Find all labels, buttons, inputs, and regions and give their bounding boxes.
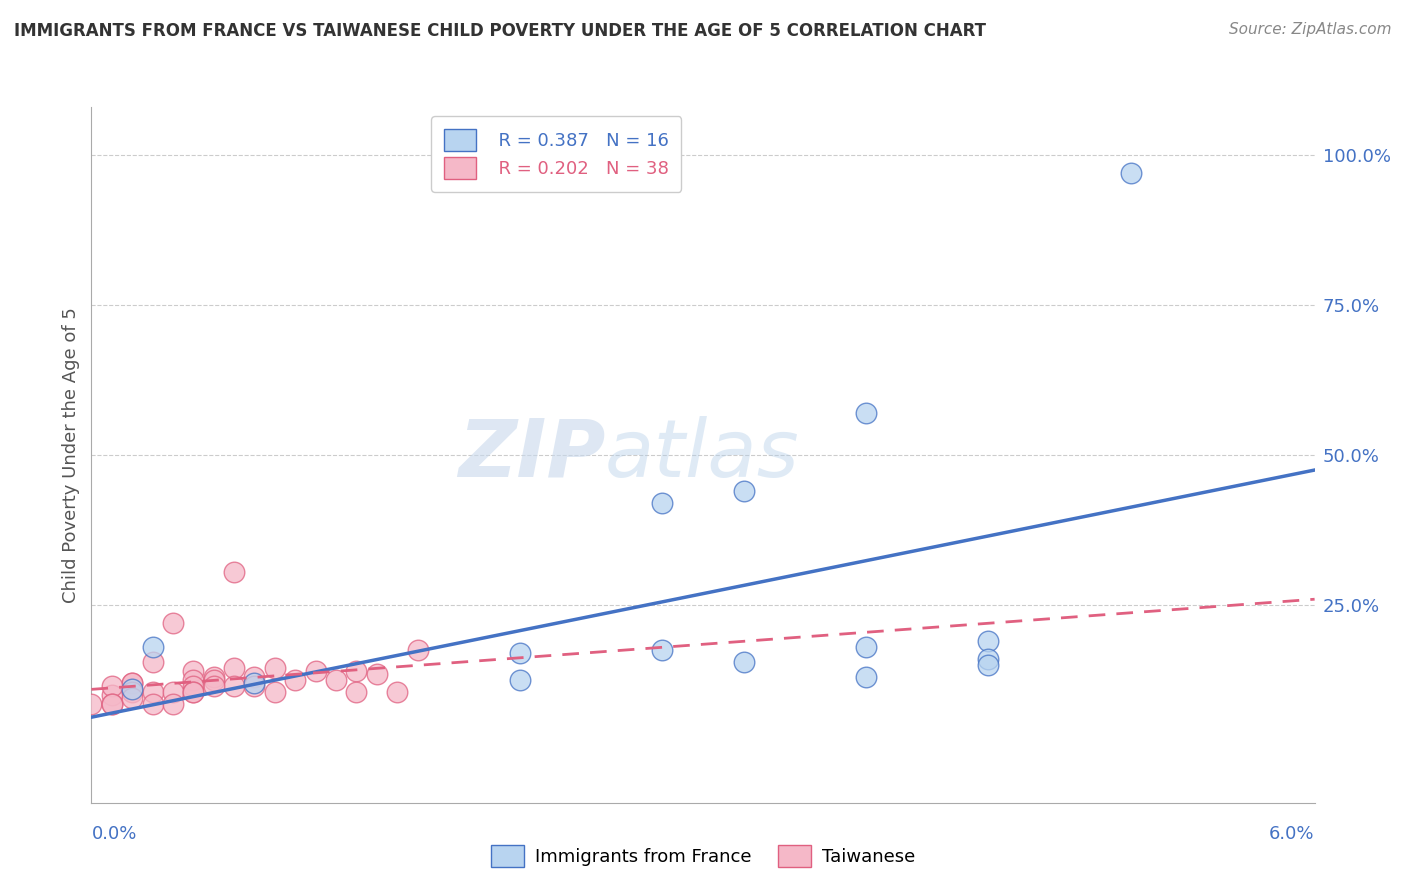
Point <box>80 697 103 711</box>
Point <box>406 643 429 657</box>
Text: ZIP: ZIP <box>458 416 605 494</box>
Point <box>121 690 143 705</box>
Point <box>162 697 184 711</box>
Point <box>101 679 124 693</box>
Point <box>224 661 246 675</box>
Point <box>202 670 225 684</box>
Point <box>346 685 368 699</box>
Point <box>651 496 673 510</box>
Point <box>183 673 205 687</box>
Point <box>101 688 124 702</box>
Point <box>243 679 266 693</box>
Point <box>101 697 124 711</box>
Point <box>243 670 266 684</box>
Point <box>855 640 877 654</box>
Text: atlas: atlas <box>605 416 800 494</box>
Point <box>224 679 246 693</box>
Point <box>977 657 1000 672</box>
Point <box>121 676 143 690</box>
Point <box>183 664 205 678</box>
Point <box>855 406 877 420</box>
Point <box>284 673 307 687</box>
Point <box>202 673 225 687</box>
Point <box>121 685 143 699</box>
Legend: Immigrants from France, Taiwanese: Immigrants from France, Taiwanese <box>484 838 922 874</box>
Point <box>141 655 165 669</box>
Point <box>141 685 165 699</box>
Point <box>121 681 143 696</box>
Point <box>224 565 246 579</box>
Point <box>264 685 287 699</box>
Point <box>305 664 328 678</box>
Point <box>733 655 755 669</box>
Point <box>366 666 388 681</box>
Point <box>855 670 877 684</box>
Point <box>651 643 673 657</box>
Text: IMMIGRANTS FROM FRANCE VS TAIWANESE CHILD POVERTY UNDER THE AGE OF 5 CORRELATION: IMMIGRANTS FROM FRANCE VS TAIWANESE CHIL… <box>14 22 986 40</box>
Point <box>162 685 184 699</box>
Point <box>385 685 409 699</box>
Point <box>141 697 165 711</box>
Point <box>141 640 165 654</box>
Point <box>121 676 143 690</box>
Point <box>101 697 124 711</box>
Point <box>509 673 531 687</box>
Point <box>1121 166 1143 180</box>
Text: 6.0%: 6.0% <box>1270 825 1315 843</box>
Point <box>162 615 184 630</box>
Point <box>183 679 205 693</box>
Point <box>346 664 368 678</box>
Point <box>325 673 347 687</box>
Y-axis label: Child Poverty Under the Age of 5: Child Poverty Under the Age of 5 <box>62 307 80 603</box>
Text: Source: ZipAtlas.com: Source: ZipAtlas.com <box>1229 22 1392 37</box>
Point <box>977 652 1000 666</box>
Point <box>183 685 205 699</box>
Point <box>509 646 531 660</box>
Legend:   R = 0.387   N = 16,   R = 0.202   N = 38: R = 0.387 N = 16, R = 0.202 N = 38 <box>432 116 682 192</box>
Point <box>264 661 287 675</box>
Point <box>977 633 1000 648</box>
Point <box>243 676 266 690</box>
Point <box>733 483 755 498</box>
Text: 0.0%: 0.0% <box>91 825 136 843</box>
Point <box>183 685 205 699</box>
Point <box>202 679 225 693</box>
